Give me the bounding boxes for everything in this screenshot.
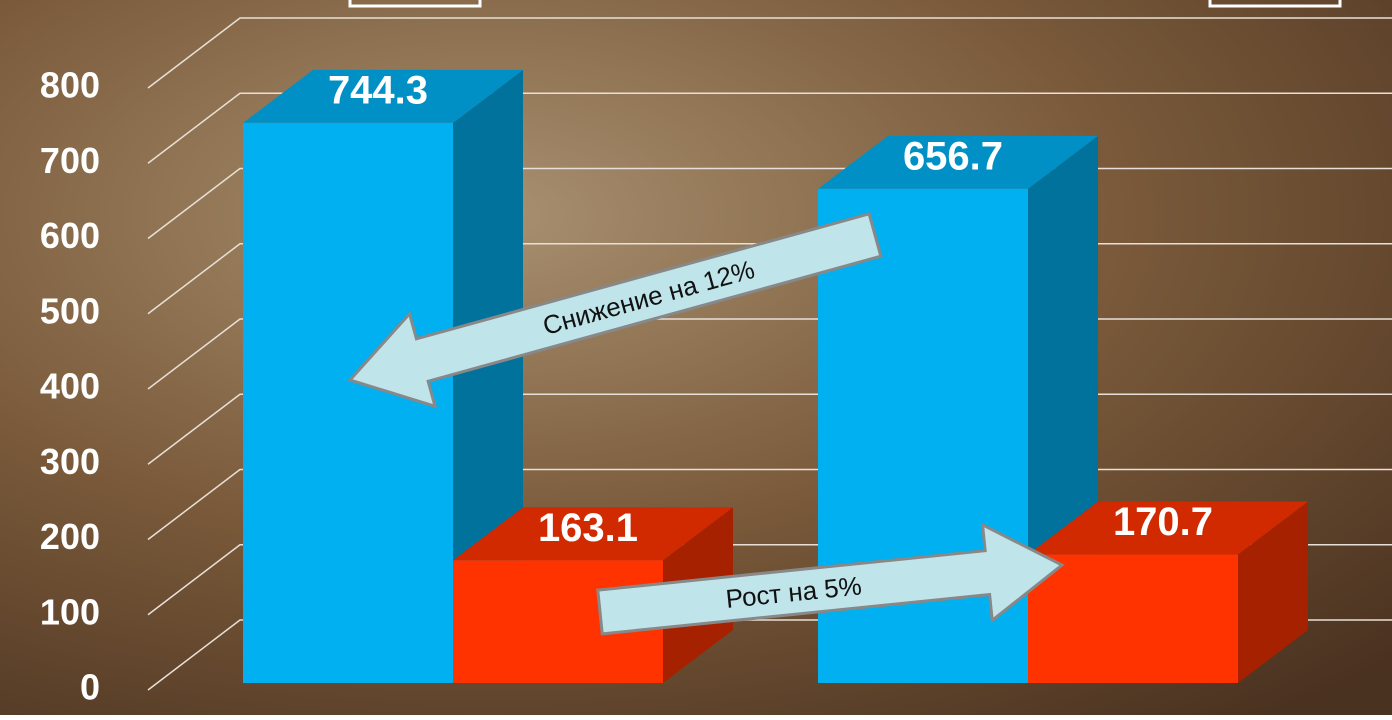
page: 0 100 200 300 400 500 600 700 800 744.3 163.1 656.7… bbox=[0, 0, 1392, 715]
y-tick-label: 700 bbox=[40, 140, 100, 181]
y-tick-label: 800 bbox=[40, 65, 100, 106]
value-label: 656.7 bbox=[903, 134, 1003, 178]
value-label: 744.3 bbox=[328, 68, 428, 112]
value-label: 163.1 bbox=[538, 506, 638, 550]
y-tick-label: 100 bbox=[40, 591, 100, 632]
y-tick-label: 500 bbox=[40, 290, 100, 331]
y-tick-label: 600 bbox=[40, 215, 100, 256]
y-tick-label: 400 bbox=[40, 366, 100, 407]
value-label: 170.7 bbox=[1113, 500, 1213, 544]
bar-front bbox=[1028, 555, 1238, 683]
y-tick-label: 200 bbox=[40, 516, 100, 557]
y-tick-label: 0 bbox=[80, 667, 100, 708]
chart: 0 100 200 300 400 500 600 700 800 744.3 163.1 656.7… bbox=[0, 0, 1392, 715]
y-tick-label: 300 bbox=[40, 441, 100, 482]
